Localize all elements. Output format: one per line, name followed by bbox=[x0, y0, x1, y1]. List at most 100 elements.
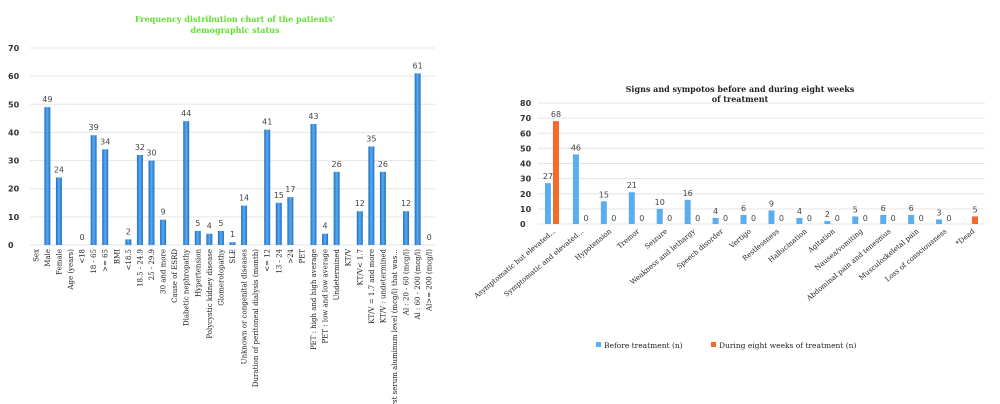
bar bbox=[824, 220, 831, 224]
data-label: 0 bbox=[639, 214, 644, 223]
x-tick-label: Seizure bbox=[643, 227, 669, 250]
data-label: 15 bbox=[274, 191, 284, 200]
x-tick-label: Diabetic nephropathy bbox=[183, 249, 191, 326]
bar bbox=[684, 199, 691, 224]
data-label: 30 bbox=[146, 149, 156, 158]
y-tick-label: 50 bbox=[8, 100, 20, 109]
chart-title: of treatment bbox=[712, 94, 769, 104]
x-tick-label: 18.5 - 24.9 bbox=[136, 249, 144, 287]
y-tick-label: 40 bbox=[8, 128, 20, 137]
x-tick-label: Glomerolopathy bbox=[217, 249, 225, 306]
x-tick-label: PET bbox=[298, 249, 306, 264]
y-tick-label: 20 bbox=[8, 185, 20, 194]
x-tick-label: KT/V bbox=[345, 248, 353, 266]
bar bbox=[572, 154, 579, 224]
bar bbox=[333, 171, 340, 245]
bar bbox=[379, 171, 386, 245]
data-label: 4 bbox=[323, 222, 328, 231]
data-label: 0 bbox=[695, 214, 700, 223]
data-label: 0 bbox=[751, 214, 756, 223]
y-tick-label: 10 bbox=[520, 205, 532, 214]
legend-label: Before treatment (n) bbox=[604, 341, 683, 350]
legend-label: During eight weeks of treatment (n) bbox=[719, 341, 857, 350]
x-tick-label: Male bbox=[44, 249, 52, 267]
bar bbox=[414, 73, 421, 245]
data-label: 0 bbox=[835, 214, 840, 223]
data-label: 35 bbox=[366, 135, 376, 144]
data-label: 0 bbox=[667, 214, 672, 223]
data-label: 2 bbox=[825, 210, 830, 219]
x-tick-label: PET : high and high average bbox=[310, 249, 318, 350]
bar bbox=[90, 135, 97, 245]
y-tick-label: 70 bbox=[8, 44, 20, 53]
x-tick-label: Cause of ESRD bbox=[171, 249, 179, 303]
bar bbox=[656, 208, 663, 224]
bar bbox=[310, 123, 317, 245]
x-tick-label: Al>= 200 (mcg/l) bbox=[426, 249, 434, 312]
x-tick-label: BMI bbox=[113, 249, 121, 264]
x-tick-label: Female bbox=[55, 249, 63, 275]
bar bbox=[206, 233, 213, 245]
bar bbox=[241, 205, 248, 245]
x-tick-label: <18 bbox=[79, 249, 87, 264]
x-tick-label: Duration of peritoneal dialysis (month) bbox=[252, 249, 260, 387]
data-label: 6 bbox=[741, 204, 746, 213]
x-tick-label: Hypertension bbox=[194, 249, 202, 298]
x-tick-label: KT/V = 1.7 and more bbox=[368, 249, 376, 324]
data-label: 4 bbox=[797, 207, 802, 216]
data-label: 32 bbox=[135, 143, 145, 152]
chart-title: demographic status bbox=[191, 25, 280, 35]
x-tick-label: Al : 20 - 60 (mcg/l) bbox=[403, 249, 411, 316]
data-label: 0 bbox=[583, 214, 588, 223]
x-tick-label: <18.5 bbox=[125, 249, 133, 270]
data-label: 68 bbox=[551, 110, 561, 119]
data-label: 17 bbox=[285, 185, 295, 194]
bar bbox=[183, 121, 190, 245]
bar bbox=[880, 214, 887, 224]
x-tick-label: *Dead bbox=[954, 227, 976, 248]
data-label: 26 bbox=[332, 160, 342, 169]
y-tick-label: 30 bbox=[8, 157, 20, 166]
data-label: 12 bbox=[355, 199, 365, 208]
data-label: 43 bbox=[308, 112, 318, 121]
bar bbox=[229, 242, 236, 245]
bar bbox=[264, 129, 271, 245]
data-label: 16 bbox=[683, 189, 693, 198]
data-label: 12 bbox=[401, 199, 411, 208]
bar bbox=[368, 146, 375, 245]
data-label: 21 bbox=[627, 181, 637, 190]
y-tick-label: 50 bbox=[520, 144, 532, 153]
y-tick-label: 80 bbox=[520, 99, 532, 108]
bar bbox=[796, 217, 803, 224]
y-tick-label: 0 bbox=[8, 241, 14, 250]
data-label: 34 bbox=[100, 137, 110, 146]
x-tick-label: >= 65 bbox=[102, 249, 110, 272]
legend-swatch bbox=[596, 342, 601, 347]
symptoms-chart: Signs and sympotos before and during eig… bbox=[472, 84, 985, 350]
data-label: 0 bbox=[779, 214, 784, 223]
x-tick-label: <= 12 bbox=[264, 249, 272, 272]
bar bbox=[136, 154, 143, 245]
data-label: 5 bbox=[853, 205, 858, 214]
y-tick-label: 20 bbox=[520, 190, 532, 199]
x-tick-label: Sex bbox=[32, 249, 40, 262]
data-label: 5 bbox=[195, 219, 200, 228]
bar bbox=[852, 216, 859, 224]
bar bbox=[403, 211, 410, 245]
y-tick-label: 60 bbox=[520, 129, 532, 138]
chart-title: Frequency distribution chart of the pati… bbox=[135, 14, 335, 24]
data-label: 49 bbox=[42, 95, 52, 104]
data-label: 0 bbox=[611, 214, 616, 223]
bar bbox=[972, 216, 979, 224]
bar bbox=[768, 210, 775, 224]
data-label: 9 bbox=[769, 199, 774, 208]
x-tick-label: First serum aluminum level (mcg/l) that … bbox=[391, 249, 399, 404]
demographic-chart: Frequency distribution chart of the pati… bbox=[8, 14, 435, 404]
data-label: 2 bbox=[126, 227, 131, 236]
x-tick-label: Nausea/vomiting bbox=[813, 227, 865, 272]
data-label: 0 bbox=[919, 214, 924, 223]
bar bbox=[908, 214, 915, 224]
data-label: 24 bbox=[54, 165, 64, 174]
bar bbox=[160, 219, 167, 245]
